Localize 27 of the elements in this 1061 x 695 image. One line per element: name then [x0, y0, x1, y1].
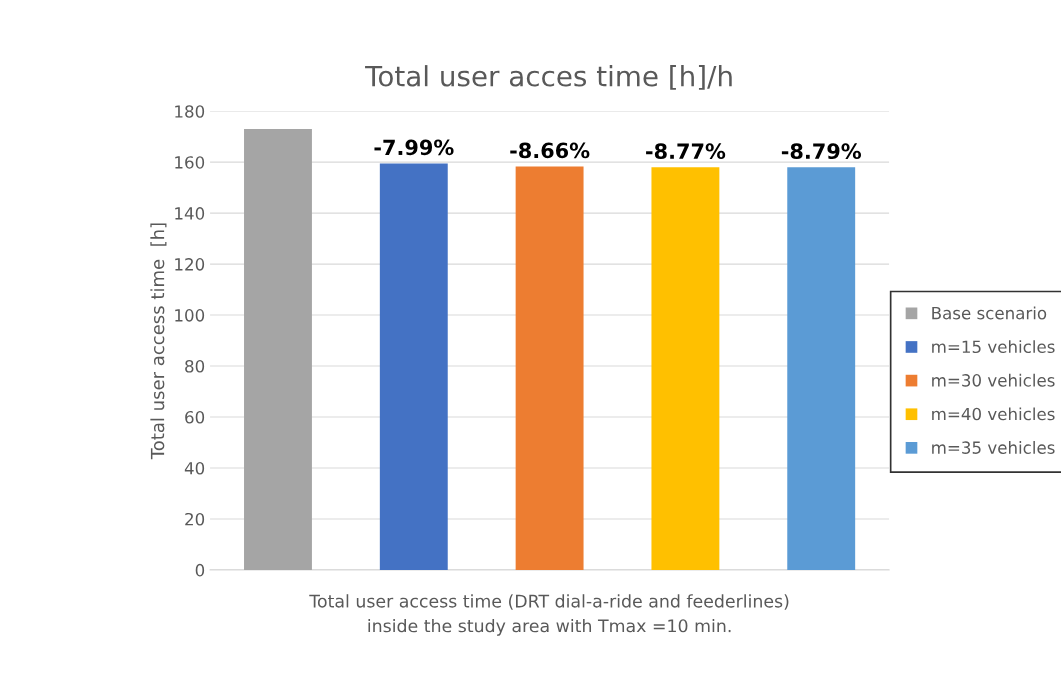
- annotation: -8.79%: [781, 143, 862, 160]
- y-tick-label: 100: [175, 309, 205, 322]
- bar: [515, 166, 584, 570]
- legend-label: Base scenario: [932, 306, 1047, 320]
- chart-title: Total user acces time [h]/h: [365, 65, 732, 90]
- y-tick-label: 20: [185, 512, 205, 526]
- annotation: -8.77%: [646, 143, 726, 160]
- bar: [379, 163, 448, 570]
- annotation: -7.99%: [374, 139, 454, 156]
- legend-label: m=30 vehicles: [932, 373, 1055, 387]
- legend-label: m=15 vehicles: [932, 340, 1055, 354]
- bar: [651, 167, 720, 570]
- annotation: -8.66%: [510, 142, 590, 159]
- y-tick-label: 80: [185, 360, 205, 373]
- legend-label: m=40 vehicles: [932, 407, 1055, 421]
- y-axis-title: Total user access time [h]: [150, 223, 167, 460]
- y-tick-label: 0: [195, 563, 205, 577]
- y-tick-label: 180: [175, 105, 205, 118]
- y-tick-label: 140: [175, 207, 205, 220]
- y-tick-label: 40: [184, 461, 205, 475]
- y-tick-label: 120: [175, 258, 205, 271]
- bar: [787, 167, 856, 570]
- x-axis-title: Total user access time (DRT dial-a-ride and feederlines) inside the study area with Tmax =10 min.: [309, 594, 789, 636]
- bar: [244, 129, 312, 570]
- legend-label: m=35 vehicles: [932, 441, 1055, 454]
- y-tick-label: 60: [185, 410, 205, 424]
- y-tick-label: 160: [175, 156, 205, 169]
